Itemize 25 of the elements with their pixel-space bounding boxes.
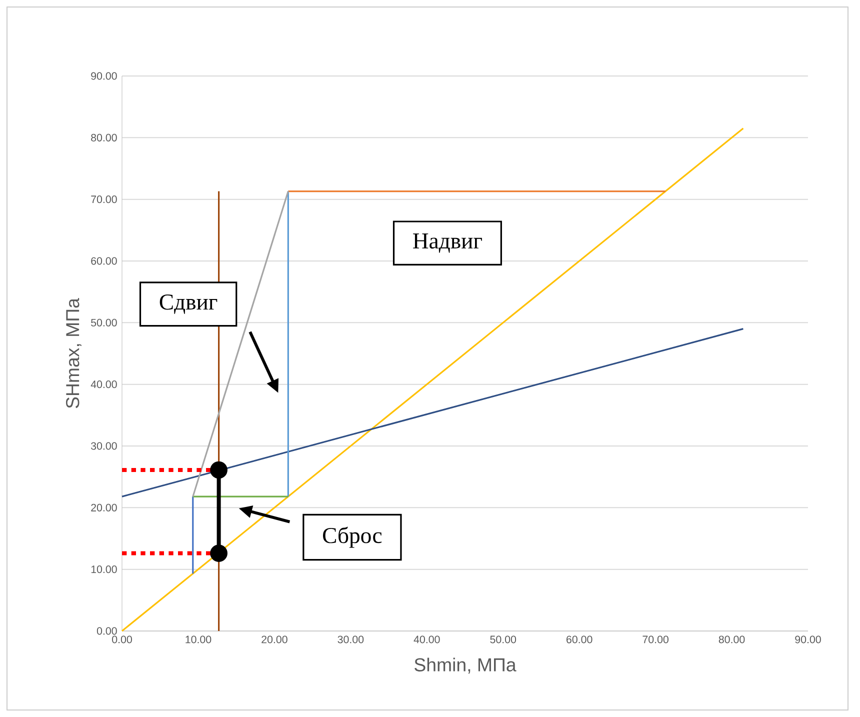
x-tick-label: 70.00 xyxy=(642,636,668,644)
x-tick-label: 40.00 xyxy=(414,636,440,644)
x-tick-label: 50.00 xyxy=(490,636,516,644)
x-tick-label: 20.00 xyxy=(262,636,288,644)
y-tick-label: 60.00 xyxy=(91,257,117,265)
annotation: Надвиг xyxy=(413,233,482,253)
x-tick-label: 30.00 xyxy=(338,636,364,644)
x-tick-label: 60.00 xyxy=(566,636,592,644)
x-tick-label: 90.00 xyxy=(795,636,821,644)
y-axis-title: SHmax, МПа xyxy=(66,298,82,408)
y-tick-label: 90.00 xyxy=(91,72,117,80)
x-tick-label: 80.00 xyxy=(718,636,745,644)
y-tick-label: 50.00 xyxy=(91,318,117,326)
y-tick-label: 80.00 xyxy=(91,134,117,142)
y-tick-label: 70.00 xyxy=(91,196,117,204)
y-tick-label: 20.00 xyxy=(91,504,117,512)
y-tick-label: 0.00 xyxy=(96,627,117,635)
y-tick-label: 10.00 xyxy=(91,566,117,574)
x-tick-label: 10.00 xyxy=(186,636,212,644)
x-axis-title: Shmin, МПа xyxy=(414,658,516,674)
x-tick-label: 0.00 xyxy=(112,636,132,644)
y-tick-label: 40.00 xyxy=(90,380,117,388)
annotation: Сдвиг xyxy=(160,294,218,314)
annotation: Сброс xyxy=(323,526,382,548)
y-tick-label: 30.00 xyxy=(91,442,117,450)
